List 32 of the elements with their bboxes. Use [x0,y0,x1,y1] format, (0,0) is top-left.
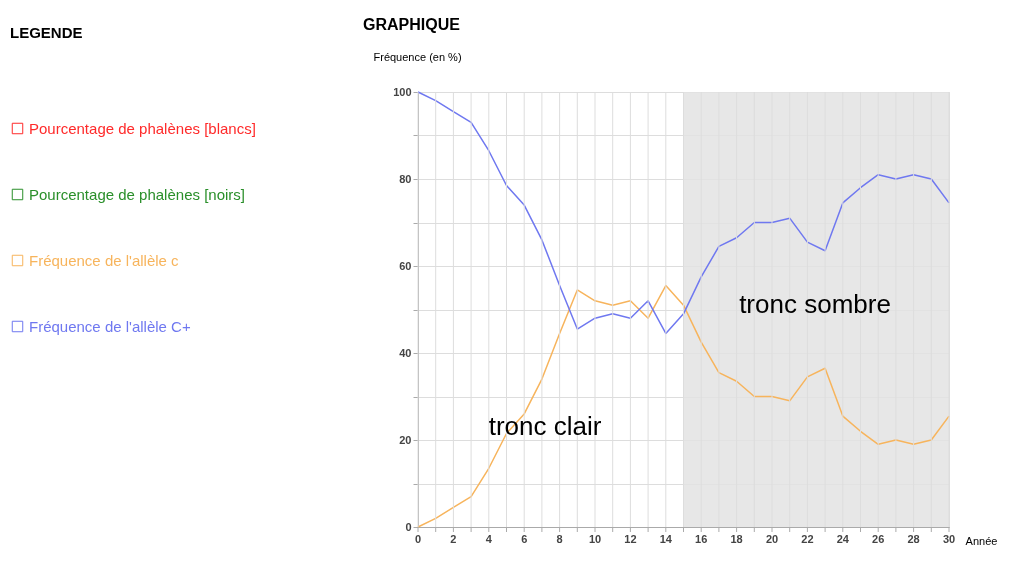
legend-label: Pourcentage de phalènes [blancs] [29,119,256,137]
x-tick-label: 22 [801,533,814,545]
y-axis-title: Fréquence (en %) [373,50,462,63]
legend-title: LEGENDE [10,24,83,41]
legend-label: Fréquence de l'allèle c [29,251,180,269]
x-tick-label: 16 [695,533,708,545]
x-axis-title: Année [965,534,998,547]
y-tick-label: 20 [399,433,412,446]
chart-title: GRAPHIQUE [363,16,461,33]
x-tick-label: 18 [730,533,743,545]
x-tick-label: 10 [588,533,602,545]
x-tick-label: 24 [836,533,850,545]
y-tick-label: 80 [399,172,412,185]
y-tick-label: 100 [393,85,412,98]
line-series [417,91,950,335]
x-tick-label: 6 [521,533,528,545]
x-tick-label: 2 [450,533,457,545]
x-tick-label: 30 [942,533,956,545]
y-tick-label: 60 [399,259,412,272]
x-tick-label: 0 [414,533,422,545]
legend-label: Pourcentage de phalènes [noirs] [29,185,245,203]
y-tick-label: 40 [399,346,412,359]
x-tick-label: 26 [872,533,885,545]
x-tick-label: 4 [485,533,493,545]
legend-label: Fréquence de l'allèle C+ [29,317,191,335]
x-tick-label: 8 [556,533,563,545]
x-tick-label: 12 [624,533,637,545]
x-tick-label: 14 [659,533,673,545]
x-tick-label: 28 [907,533,920,545]
annotation: tronc sombre [739,289,891,319]
x-tick-label: 20 [765,533,779,545]
y-tick-label: 0 [405,520,412,533]
